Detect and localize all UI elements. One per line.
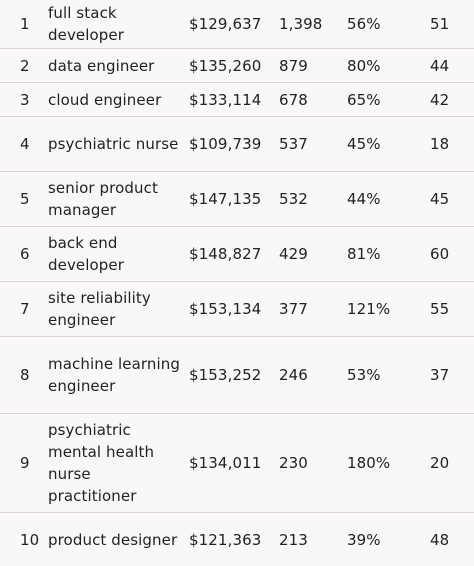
rank-cell: 3 [20, 90, 30, 109]
table-row: 10 product designer $121,363 213 39% 48 [0, 513, 474, 566]
salary-cell: $129,637 [189, 15, 262, 33]
job-title-cell: site reliability engineer [48, 282, 189, 337]
table-row: 1 full stack developer $129,637 1,398 56… [0, 0, 474, 49]
job-title: full stack developer [48, 4, 125, 44]
remote-cell: 42 [430, 90, 450, 109]
rank-cell: 9 [20, 454, 30, 472]
remote-cell: 48 [430, 531, 450, 549]
postings-cell: 246 [279, 366, 308, 384]
table-row: 3 cloud engineer $133,114 678 65% 42 [0, 83, 474, 117]
postings-cell: 678 [279, 90, 308, 109]
table-row: 9 psychiatric mental health nurse practi… [0, 414, 474, 513]
rank-cell: 2 [20, 56, 30, 75]
job-title-cell: full stack developer [48, 0, 189, 49]
table-row: 8 machine learning engineer $153,252 246… [0, 337, 474, 414]
remote-cell: 60 [430, 245, 450, 263]
job-title: product designer [48, 531, 178, 549]
postings-cell: 377 [279, 300, 308, 318]
growth-cell: 80% [347, 56, 381, 75]
job-title: psychiatric nurse [48, 135, 179, 153]
postings-cell: 537 [279, 135, 308, 153]
growth-cell: 180% [347, 454, 391, 472]
table-row: 6 back end developer $148,827 429 81% 60 [0, 227, 474, 282]
job-title-cell: cloud engineer [48, 83, 189, 117]
remote-cell: 37 [430, 366, 450, 384]
rank-cell: 10 [20, 531, 40, 549]
growth-cell: 65% [347, 90, 381, 109]
job-title: back end developer [48, 234, 125, 274]
table-row: 4 psychiatric nurse $109,739 537 45% 18 [0, 117, 474, 172]
rank-cell: 4 [20, 135, 30, 153]
rank-cell: 5 [20, 190, 30, 208]
remote-cell: 45 [430, 190, 450, 208]
salary-cell: $147,135 [189, 190, 262, 208]
growth-cell: 81% [347, 245, 381, 263]
salary-cell: $121,363 [189, 531, 262, 549]
postings-cell: 879 [279, 56, 308, 75]
growth-cell: 39% [347, 531, 381, 549]
growth-cell: 121% [347, 300, 391, 318]
job-title-cell: data engineer [48, 49, 189, 83]
rank-cell: 8 [20, 366, 30, 384]
remote-cell: 55 [430, 300, 450, 318]
salary-cell: $134,011 [189, 454, 262, 472]
job-title-cell: product designer [48, 513, 189, 566]
remote-cell: 51 [430, 15, 450, 33]
salary-cell: $133,114 [189, 90, 262, 109]
job-title: site reliability engineer [48, 289, 151, 329]
rank-cell: 7 [20, 300, 30, 318]
postings-cell: 230 [279, 454, 308, 472]
salary-cell: $148,827 [189, 245, 262, 263]
job-title-cell: senior product manager [48, 172, 189, 227]
table-row: 2 data engineer $135,260 879 80% 44 [0, 49, 474, 83]
job-title-cell: machine learning engineer [48, 337, 189, 414]
postings-cell: 429 [279, 245, 308, 263]
postings-cell: 1,398 [279, 15, 323, 33]
rank-cell: 6 [20, 245, 30, 263]
growth-cell: 53% [347, 366, 381, 384]
growth-cell: 56% [347, 15, 381, 33]
job-title-cell: psychiatric nurse [48, 117, 189, 172]
job-title-cell: psychiatric mental health nurse practiti… [48, 414, 189, 513]
salary-cell: $153,134 [189, 300, 262, 318]
job-title: data engineer [48, 56, 155, 75]
postings-cell: 532 [279, 190, 308, 208]
growth-cell: 44% [347, 190, 381, 208]
remote-cell: 44 [430, 56, 450, 75]
postings-cell: 213 [279, 531, 308, 549]
job-title: cloud engineer [48, 90, 162, 109]
salary-cell: $153,252 [189, 366, 262, 384]
remote-cell: 20 [430, 454, 450, 472]
table-row: 5 senior product manager $147,135 532 44… [0, 172, 474, 227]
job-title: psychiatric mental health nurse practiti… [48, 421, 155, 505]
remote-cell: 18 [430, 135, 450, 153]
growth-cell: 45% [347, 135, 381, 153]
job-title-cell: back end developer [48, 227, 189, 282]
salary-cell: $109,739 [189, 135, 262, 153]
rank-cell: 1 [20, 15, 30, 33]
job-title: senior product manager [48, 179, 158, 219]
job-title: machine learning engineer [48, 355, 181, 395]
table-row: 7 site reliability engineer $153,134 377… [0, 282, 474, 337]
salary-cell: $135,260 [189, 56, 262, 75]
